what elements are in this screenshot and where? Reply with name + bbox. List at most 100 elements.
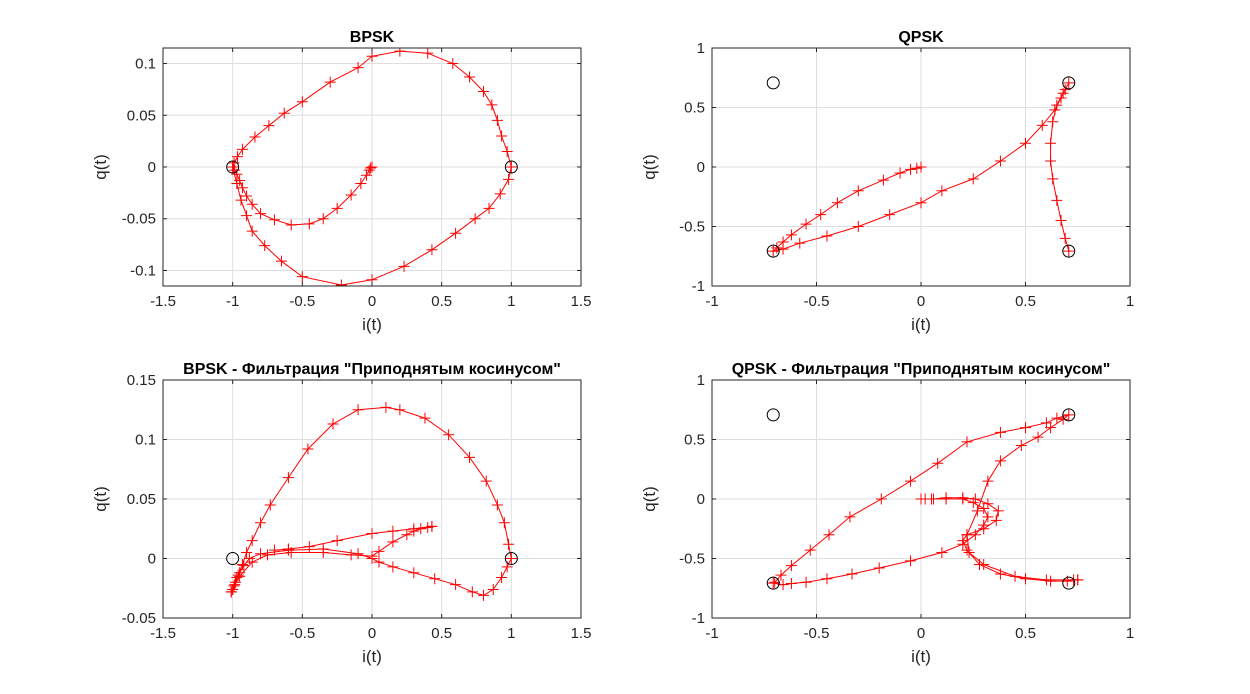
series-point	[1055, 92, 1067, 104]
series-point	[296, 96, 308, 108]
series-point	[225, 586, 237, 598]
series-point	[936, 547, 948, 559]
series-point	[469, 213, 481, 225]
series-point	[503, 538, 515, 550]
y-tick-label: -0.1	[130, 262, 156, 279]
series-point	[785, 577, 797, 589]
series-line	[232, 50, 512, 286]
series-point	[450, 227, 462, 239]
series-point	[246, 556, 258, 568]
series-point	[967, 173, 979, 185]
y-axis-label: q(t)	[91, 486, 110, 512]
series-point	[978, 503, 990, 515]
series-point	[844, 511, 856, 523]
series-point	[491, 114, 503, 126]
series-point	[1045, 137, 1057, 149]
series-point	[419, 412, 431, 424]
series-point	[994, 568, 1006, 580]
series-point	[1057, 87, 1069, 99]
series-point	[498, 517, 510, 529]
series-point	[1020, 573, 1031, 585]
x-tick-label: 0	[368, 293, 376, 310]
series-point	[426, 520, 438, 532]
series-point	[846, 568, 858, 580]
series-point	[238, 560, 250, 572]
series-point	[317, 213, 329, 225]
x-tick-label: -0.5	[289, 293, 315, 310]
series-point	[894, 167, 906, 179]
x-tick-label: 1	[1126, 293, 1134, 310]
series-point	[303, 541, 315, 553]
series-point	[1045, 155, 1057, 167]
series-point	[480, 475, 492, 487]
series-point	[821, 573, 833, 585]
series-point	[785, 229, 797, 241]
series-point	[246, 535, 258, 547]
series-point	[767, 245, 779, 257]
series-point	[387, 525, 399, 537]
series-point	[1047, 173, 1059, 185]
series-point	[235, 194, 247, 206]
constellation-point	[1062, 576, 1076, 590]
y-tick-label: 0.05	[127, 491, 156, 508]
series-point	[1059, 232, 1071, 244]
series-point	[1063, 409, 1075, 421]
series-point	[408, 523, 420, 535]
series-point	[905, 475, 917, 487]
series-point	[275, 255, 287, 267]
series-point	[1055, 215, 1067, 227]
x-tick-label: -0.5	[804, 293, 830, 310]
series-point	[232, 151, 244, 163]
series-point	[915, 161, 927, 173]
series-point	[925, 493, 937, 505]
series-point	[398, 260, 410, 272]
y-tick-label: -0.05	[122, 211, 156, 228]
chart-title: QPSK - Фильтрация "Приподнятым косинусом…	[732, 361, 1111, 378]
series-point	[800, 218, 812, 230]
series-point	[268, 214, 280, 226]
series-point	[255, 208, 267, 220]
y-tick-label: 1	[697, 372, 705, 389]
series-point	[246, 198, 258, 210]
series-point	[296, 271, 308, 283]
series-point	[236, 182, 248, 194]
series-point	[278, 107, 290, 119]
series-point	[852, 221, 864, 232]
series-point	[815, 209, 827, 221]
series-point	[365, 162, 377, 174]
series-point	[345, 189, 357, 201]
x-tick-label: 0.5	[1015, 293, 1036, 310]
series-point	[387, 536, 399, 548]
y-tick-label: -1	[692, 278, 705, 295]
data-layer	[225, 401, 517, 601]
y-tick-label: -0.05	[122, 610, 156, 627]
series-point	[978, 519, 990, 531]
series-point	[477, 85, 489, 97]
series-point	[501, 145, 513, 157]
x-tick-label: 0.5	[431, 293, 452, 310]
series-point	[373, 545, 385, 557]
y-tick-label: 0.1	[135, 432, 156, 449]
constellation-point	[766, 76, 780, 90]
series-point	[990, 514, 1002, 526]
constellation-point	[766, 244, 780, 258]
series-point	[503, 173, 515, 185]
subplot-3: -1.5 -1 -0.5 0 0.5 1 1.5 0.15 0.1 0.05 0 -0.05 BPSK …	[91, 361, 591, 666]
y-tick-label: 0	[697, 159, 705, 176]
x-tick-label: 0.5	[431, 625, 452, 642]
series-point	[804, 544, 816, 556]
series-point	[387, 561, 399, 573]
x-axis-label: i(t)	[911, 647, 931, 666]
series-point	[1063, 245, 1075, 257]
series-point	[982, 498, 994, 510]
series-point	[1015, 439, 1027, 451]
series-point	[317, 547, 329, 559]
series-point	[394, 48, 406, 57]
series-point	[994, 426, 1006, 438]
series-point	[831, 197, 843, 209]
constellation-point	[766, 576, 780, 590]
series-point	[282, 472, 294, 484]
x-tick-label: -1	[705, 625, 718, 642]
series-point	[363, 164, 375, 176]
